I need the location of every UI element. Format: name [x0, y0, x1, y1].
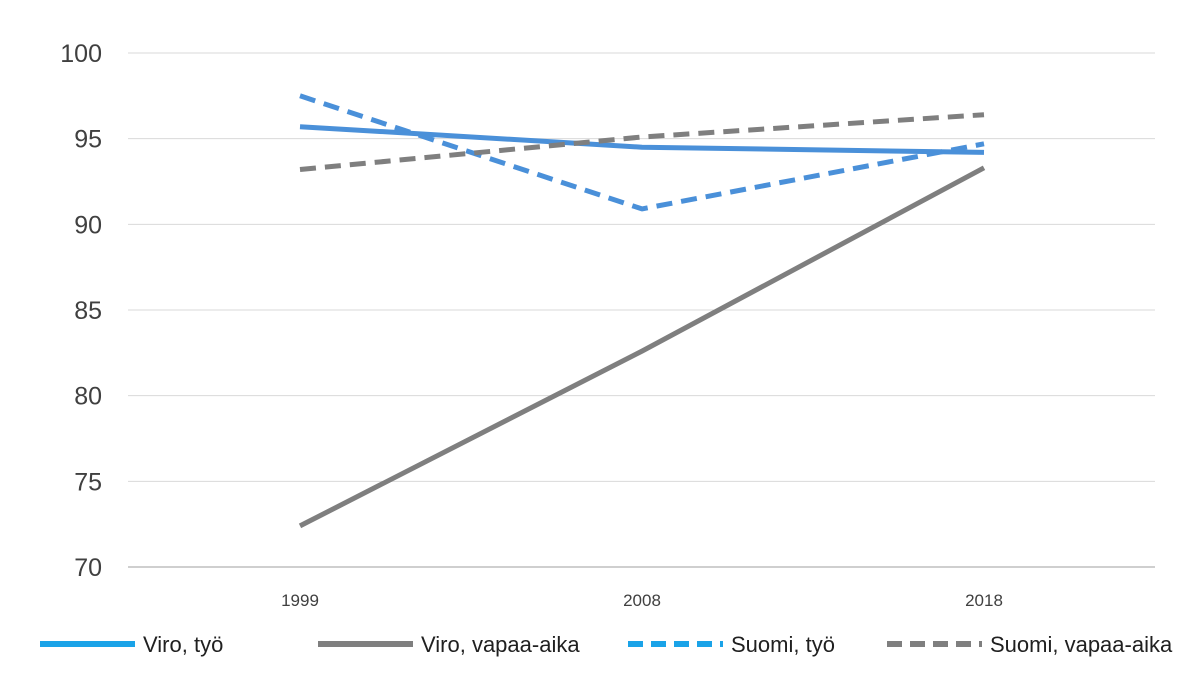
legend: Viro, työ Viro, vapaa-aika Suomi, työ Suomi…: [40, 632, 1173, 657]
y-tick-label: 75: [74, 468, 102, 496]
series-line-4: [299, 112, 985, 172]
y-tick-label: 100: [60, 40, 102, 68]
x-tick-label: 2008: [623, 591, 661, 610]
y-axis: 70 75 80 85 90 95 100: [60, 40, 102, 582]
y-tick-label: 85: [74, 297, 102, 325]
legend-label: Viro, vapaa-aika: [421, 632, 580, 657]
series-lines: [298, 93, 986, 529]
x-axis: 1999 2008 2018: [281, 591, 1003, 610]
legend-label: Suomi, vapaa-aika: [990, 632, 1173, 657]
x-tick-label: 2018: [965, 591, 1003, 610]
y-tick-label: 70: [74, 554, 102, 582]
legend-label: Suomi, työ: [731, 632, 835, 657]
series-line-2: [298, 165, 986, 529]
legend-label: Viro, työ: [143, 632, 223, 657]
y-tick-label: 80: [74, 383, 102, 411]
y-tick-label: 90: [74, 211, 102, 239]
gridlines: [128, 52, 1155, 568]
y-tick-label: 95: [74, 126, 102, 154]
x-tick-label: 1999: [281, 591, 319, 610]
